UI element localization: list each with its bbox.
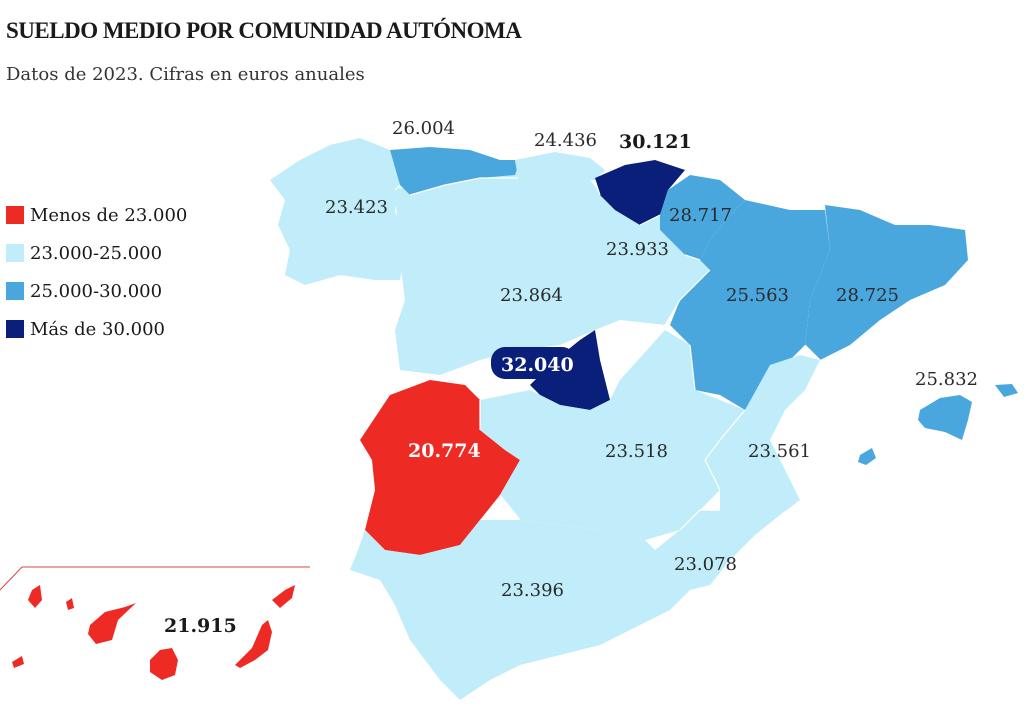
legend-item-low: Menos de 23.000: [6, 196, 187, 234]
legend-swatch-mid: [6, 244, 24, 262]
region-baleares-ibiza: [858, 448, 876, 465]
region-canarias-island-3: [88, 603, 136, 644]
label-madrid: 32.040: [501, 354, 574, 376]
legend-item-top: Más de 30.000: [6, 310, 187, 348]
region-canarias-island-2: [28, 585, 42, 608]
region-baleares-menorca: [995, 384, 1018, 397]
label-asturias: 26.004: [392, 118, 455, 139]
region-murcia: [655, 510, 730, 590]
label-valencia: 23.561: [748, 441, 811, 462]
region-canarias-island-6: [235, 620, 272, 668]
region-cataluna: [805, 205, 968, 360]
region-galicia: [270, 138, 405, 285]
region-navarra: [660, 175, 745, 260]
label-navarra: 28.717: [669, 205, 732, 226]
legend: Menos de 23.000 23.000-25.000 25.000-30.…: [6, 196, 187, 348]
label-extremadura: 20.774: [408, 440, 481, 462]
legend-swatch-low: [6, 206, 24, 224]
label-la-rioja: 23.933: [606, 239, 669, 260]
region-baleares-mallorca: [918, 395, 972, 440]
map-subtitle: Datos de 2023. Cifras en euros anuales: [6, 64, 365, 85]
region-canarias-island-5: [150, 648, 178, 680]
label-andalucia: 23.396: [501, 580, 564, 601]
region-canarias-island-7: [272, 585, 295, 608]
label-baleares: 25.832: [915, 369, 978, 390]
legend-item-high: 25.000-30.000: [6, 272, 187, 310]
legend-label-high: 25.000-30.000: [30, 280, 163, 302]
legend-swatch-high: [6, 282, 24, 300]
label-castilla-la-mancha: 23.518: [605, 441, 668, 462]
label-cataluna: 28.725: [836, 285, 899, 306]
region-asturias: [390, 147, 520, 195]
region-aragon: [670, 200, 830, 410]
region-canarias-island-4: [66, 598, 74, 610]
canarias-inset-frame: [0, 566, 310, 591]
label-canarias: 21.915: [164, 615, 237, 637]
label-madrid-badge: [491, 347, 576, 379]
label-aragon: 25.563: [726, 285, 789, 306]
label-castilla-leon: 23.864: [500, 285, 563, 306]
region-castilla-la-mancha: [480, 330, 745, 540]
label-galicia: 23.423: [325, 197, 388, 218]
legend-label-top: Más de 30.000: [30, 318, 165, 340]
region-canarias-island-1: [12, 656, 24, 668]
legend-swatch-top: [6, 320, 24, 338]
legend-label-mid: 23.000-25.000: [30, 242, 163, 264]
label-murcia: 23.078: [674, 554, 737, 575]
legend-label-low: Menos de 23.000: [30, 204, 188, 226]
label-cantabria: 24.436: [534, 130, 597, 151]
region-valencia: [705, 355, 820, 560]
legend-item-mid: 23.000-25.000: [6, 234, 187, 272]
label-pais-vasco: 30.121: [619, 131, 692, 153]
region-andalucia: [350, 520, 690, 700]
region-borders: [394, 177, 821, 531]
region-pais-vasco: [595, 160, 685, 225]
region-cantabria: [515, 152, 605, 185]
region-la-rioja: [605, 225, 685, 265]
map-title: SUELDO MEDIO POR COMUNIDAD AUTÓNOMA: [6, 18, 522, 43]
